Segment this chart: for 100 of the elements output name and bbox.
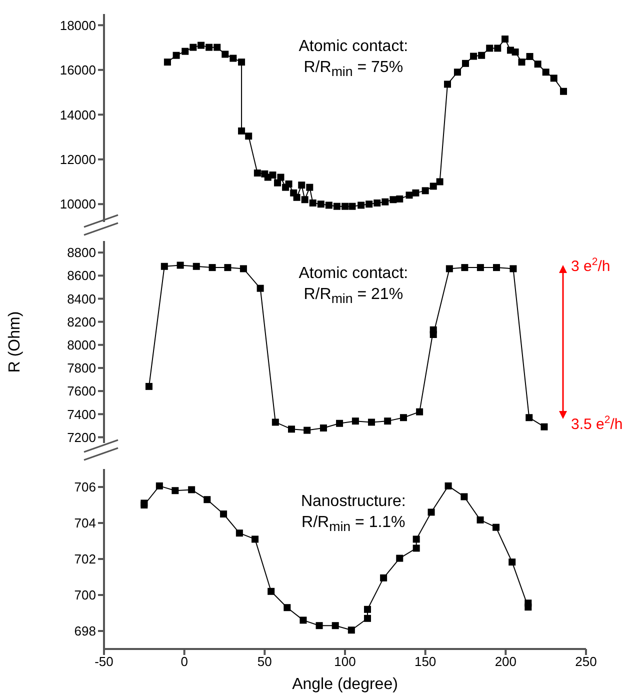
point [494,44,502,52]
y-tick-label: 16000 [60,62,96,78]
point [317,200,324,208]
point [176,262,184,269]
point [470,52,478,60]
point [374,199,381,206]
annotation: R/R$_{min}$ = 75% [302,58,404,82]
annotation: 3 e$^{2}$/h [571,256,610,275]
y-tick-label: 10000 [60,196,96,212]
point [512,48,519,56]
point [510,265,517,272]
x-tick-label: 100 [334,654,356,670]
annotation: R/R$_{min}$ = 21% [302,285,404,308]
point [160,262,168,270]
y-tick-label: 700 [74,588,96,603]
point [364,614,371,622]
point [268,588,275,595]
x-tick-label: 150 [414,654,436,670]
point [320,424,327,432]
point [182,48,189,55]
point [460,493,468,500]
point [224,264,232,272]
y-tick-label: 12000 [60,152,96,167]
point [272,418,279,426]
point [430,330,437,338]
y-tick-label: 7200 [67,430,96,445]
point [206,44,213,51]
point [478,52,486,59]
point [220,510,228,518]
point [208,264,216,272]
point [348,202,356,210]
point [198,42,205,49]
point [384,418,392,425]
point [325,202,332,209]
point [285,180,292,188]
x-tick-label: 50 [257,654,272,670]
point [204,496,211,504]
point [172,487,179,494]
point [252,536,259,543]
point [526,414,533,422]
point [358,202,365,209]
point [444,482,452,490]
point [476,264,484,272]
point [293,194,300,201]
point [406,192,413,199]
point [145,382,152,390]
point [156,482,163,490]
point [524,600,532,607]
point [342,202,348,210]
point [192,262,200,270]
point [277,174,284,181]
y-tick-label: 18000 [60,18,96,33]
y-tick-label: 702 [74,552,96,567]
point [298,182,306,189]
point [188,486,196,494]
point [240,265,247,272]
x-tick-label: -50 [94,654,114,670]
annotation: Nanostructure: [300,492,407,512]
point [518,58,526,66]
y-tick-label: 8000 [67,338,96,352]
point [526,52,534,60]
point [316,622,323,630]
point [366,200,373,208]
point [493,264,500,272]
point [436,178,444,186]
point [256,284,264,292]
point [352,418,359,425]
point [446,265,453,272]
point [430,182,437,190]
y-tick-label: 704 [74,516,96,531]
point [238,58,246,66]
y-tick-label: 706 [74,480,96,495]
y-tick-label: 7400 [67,406,96,422]
annotation: 3.5 e$^{2}$/h [571,414,623,433]
point [301,196,308,204]
point [306,184,314,191]
point [444,80,452,88]
point [332,622,339,630]
x-tick-label: 250 [575,654,597,670]
y-tick-label: 8600 [67,268,96,284]
point [164,58,171,66]
point [333,202,340,210]
point [416,408,424,416]
x-tick-label: 200 [494,654,517,670]
point [214,44,221,51]
y-tick-label: 8800 [67,245,96,260]
y-tick-label: 698 [74,624,96,639]
point [454,68,461,76]
point [368,418,376,426]
point [540,423,548,430]
point [412,536,420,543]
point [492,524,500,531]
annotation: R/R$_{min}$ = 1.1% [300,513,406,536]
point [284,604,291,612]
y-tick-label: 7800 [67,360,96,376]
point [476,516,484,524]
y-tick-label: 8200 [67,314,96,330]
point [508,558,516,566]
point [245,132,252,140]
point [486,44,494,52]
